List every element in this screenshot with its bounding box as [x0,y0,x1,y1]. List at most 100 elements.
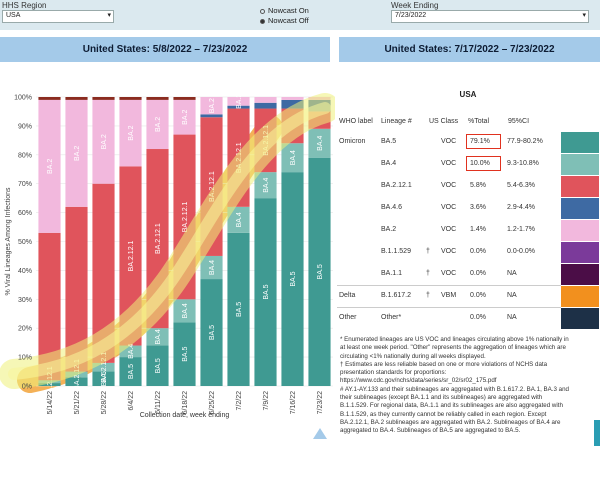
x-axis-title: Collection date, week ending [140,412,230,419]
y-tick-label: 30% [18,297,32,304]
lineage-color-swatch [561,286,599,307]
lineage-color-swatch [561,308,599,329]
bar-data-label: BA.5 [128,364,135,379]
bar-segment-other [92,97,115,100]
y-tick-label: 20% [18,326,32,333]
x-tick-label: 7/16/22 [290,391,297,414]
bar-data-label: BA.2.12.1 [101,352,108,383]
percent-total: 5.8% [470,182,486,189]
lineage-name: B.1.617.2 [381,292,411,299]
y-tick-label: 0% [22,384,32,391]
scroll-up-arrow-icon[interactable] [313,428,327,439]
bar-data-label: BA.5 [236,302,243,317]
y-tick-label: 80% [18,152,32,159]
confidence-interval: 0.0-0.0% [507,248,536,255]
bar-segment-ba-4 [254,172,277,199]
reliability-mark: † [426,248,430,255]
footnote-enumerated: * Enumerated lineages are US VOC and lin… [340,336,569,360]
trend-overlay [0,93,335,389]
percent-total: 0.0% [470,292,486,299]
lineage-name: BA.5 [381,138,397,145]
footnote-reliability: † Estimates are less reliable based on o… [340,360,548,385]
bar-data-label: BA.2.12.1 [155,223,162,254]
lineage-color-swatch [561,264,599,285]
yellow-trend-band [0,93,335,389]
bar-segment-ba-5 [281,172,304,386]
bar-segment-ba-2 [254,97,277,103]
week-label: Week Ending [391,1,439,10]
y-tick-label: 50% [18,239,32,246]
nowcast-off-option[interactable]: Nowcast Off [260,16,309,25]
bar-segment-other [65,97,88,100]
percent-total: 3.6% [470,204,486,211]
lineage-color-swatch [561,198,599,219]
chevron-down-icon: ▾ [107,12,111,19]
confidence-interval: 1.2-1.7% [507,226,536,233]
bar-segment-ba-2 [146,99,169,150]
bar-segment-ba-2-12-1 [92,183,115,363]
y-tick-label: 60% [18,210,32,217]
lineage-name: BA.4 [381,160,397,167]
percent-total: 79.1% [470,138,490,145]
confidence-interval: 77.9-80.2% [507,138,543,145]
bar-data-label: BA.2.12.1 [209,171,216,202]
bar-data-label: BA.4 [155,329,162,344]
right-panel-header: United States: 7/17/2022 – 7/23/2022 [339,37,600,62]
bar-segment-ba-2 [92,99,115,184]
lineage-color-swatch [561,176,599,197]
bar-segment-ba-5 [308,157,331,386]
bar-segment-ba-2 [281,97,304,100]
bar-segment-ba-2 [119,99,142,167]
bar-segment-ba-2 [227,97,250,106]
us-class: VOC [441,160,457,167]
confidence-interval: NA [507,270,517,277]
bar-segment-ba-4-6 [254,102,277,109]
x-tick-label: 6/11/22 [155,391,162,414]
week-dropdown[interactable]: 7/23/2022 ▾ [391,10,589,23]
region-dropdown[interactable]: USA ▾ [2,10,114,23]
bar-data-label: BA.4 [209,260,216,275]
bar-data-label: BA.2 [209,98,216,113]
reliability-mark: † [426,270,430,277]
bar-segment-ba-2 [38,99,61,233]
x-tick-label: 5/28/22 [101,391,108,414]
y-tick-label: 10% [18,355,32,362]
side-panel-tab[interactable] [594,420,600,446]
bar-segment-other [173,97,196,100]
percent-total: 1.4% [470,226,486,233]
bar-data-label: BA.5 [290,271,297,286]
bar-data-label: BA.2.12.1 [128,240,135,271]
highlight-box [466,134,501,149]
bar-segment-ba-5 [38,383,61,386]
x-tick-label: 5/21/22 [74,391,81,414]
bar-data-label: BA.2 [101,134,108,149]
bar-data-label: BA.2 [236,94,243,109]
col-header-lineage: Lineage # [381,118,412,125]
footnote-aggregation: # AY.1-AY.133 and their sublineages are … [340,385,569,435]
percent-total: 10.0% [470,160,490,167]
x-tick-label: 5/14/22 [47,391,54,414]
bar-segment-ba-4 [200,255,223,280]
who-label: Omicron [339,138,366,145]
who-label: Delta [339,292,356,299]
bar-data-label: BA.2 [74,146,81,161]
lineage-color-swatch [561,242,599,263]
us-class: VOC [441,270,457,277]
lineage-name: BA.4.6 [381,204,403,211]
y-tick-label: 100% [14,95,32,102]
y-tick-label: 40% [18,268,32,275]
lineage-color-swatch [561,154,599,175]
lineage-name: BA.1.1 [381,270,403,277]
left-panel-header: United States: 5/8/2022 – 7/23/2022 [0,37,330,62]
col-header-ci: 95%CI [508,118,530,125]
nowcast-on-option[interactable]: Nowcast On [260,6,309,15]
table-row: BA.1.1 † VOC 0.0% NA [337,264,599,286]
bar-data-label: BA.5 [155,358,162,373]
chart-axes: 0% 10% 20% 30% 40% 50% 60% 70% 80% 90% 100% 5/14/22… [5,95,324,420]
group-divider [337,285,561,286]
table-row: Omicron BA.5 VOC 79.1% 77.9-80.2% [337,132,599,154]
bar-data-label: BA.4 [290,150,297,165]
bar-data-label: BA.4 [182,303,189,318]
col-header-who: WHO label [339,118,373,125]
